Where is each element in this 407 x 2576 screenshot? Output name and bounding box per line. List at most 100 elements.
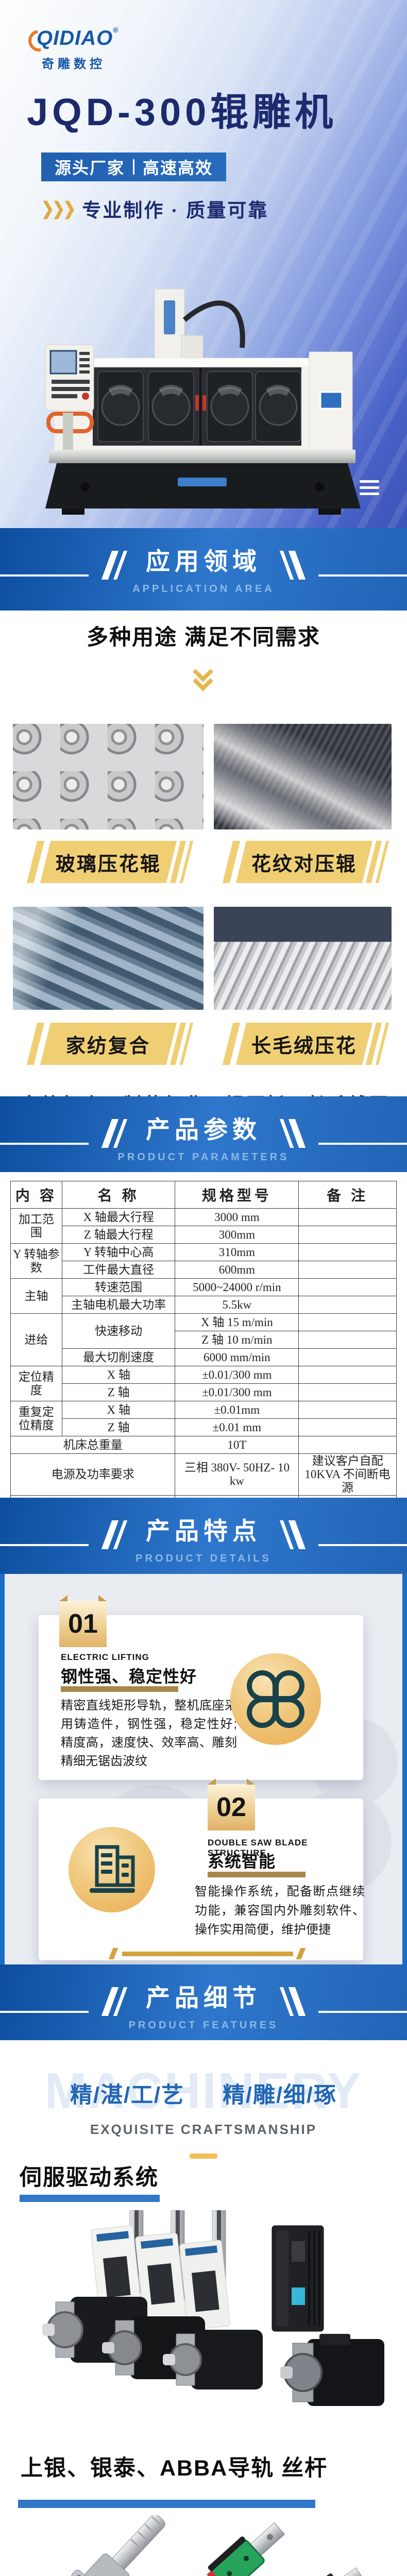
section-title: 应用领域 bbox=[146, 548, 261, 575]
table-cell bbox=[298, 1296, 397, 1314]
craft-slogan: 精/湛/工/艺 精/雕/细/琢 bbox=[0, 2077, 407, 2109]
table-cell: 600mm bbox=[175, 1261, 299, 1279]
parameters-table: 内 容名 称规格型号备 注 加工范围 X 轴最大行程 3000 mm Z 轴最大行程 3… bbox=[10, 1181, 397, 1531]
table-cell: 主轴电机最大功率 bbox=[61, 1296, 176, 1314]
gold-dash bbox=[190, 2154, 217, 2159]
table-cell bbox=[298, 1226, 397, 1244]
table-cell: X 轴最大行程 bbox=[61, 1208, 176, 1226]
table-cell bbox=[298, 1418, 397, 1436]
brand-logo: QIDIAO ® 奇雕数控 bbox=[24, 25, 118, 72]
feature-icon-badge bbox=[230, 1653, 321, 1745]
feature-tag: ELECTRIC LIFTING bbox=[61, 1652, 149, 1662]
table-cell bbox=[298, 1278, 397, 1296]
gold-divider bbox=[122, 1952, 293, 1956]
section-banner-details: 产品细节 PRODUCT FEATURES bbox=[0, 1964, 407, 2040]
table-row: Z 轴 ±0.01 mm bbox=[11, 1418, 397, 1436]
table-cell: X 轴 bbox=[61, 1366, 176, 1384]
feature-tag: DOUBLE SAW BLADE STRUCTURE bbox=[208, 1838, 308, 1858]
blue-edge-bar bbox=[0, 1574, 5, 1964]
section-title: 产品参数 bbox=[146, 1116, 261, 1143]
table-cell: 加工范围 bbox=[10, 1208, 62, 1244]
label-pattern-roller: 花纹对压辊 bbox=[222, 841, 389, 883]
table-cell: 三相 380V- 50HZ- 10 kw bbox=[175, 1453, 299, 1496]
table-cell bbox=[298, 1436, 397, 1454]
table-cell: ±0.01 mm bbox=[175, 1418, 299, 1436]
section-title: 产品特点 bbox=[146, 1517, 261, 1545]
table-cell: 工件最大直径 bbox=[61, 1261, 176, 1279]
table-cell: X 轴 15 m/min bbox=[175, 1313, 299, 1331]
feature-icon-badge bbox=[69, 1827, 155, 1912]
table-row: 进给 快速移动 X 轴 15 m/min bbox=[10, 1313, 397, 1366]
slogan: ❯❯❯ 专业制作 · 质量可靠 bbox=[41, 195, 268, 223]
craft-subtitle: EXQUISITE CRAFTSMANSHIP bbox=[90, 2122, 317, 2137]
table-row: 重复定位精度 X 轴 ±0.01mm bbox=[10, 1401, 397, 1436]
table-cell: 主轴 bbox=[10, 1278, 62, 1314]
building-icon bbox=[90, 1845, 135, 1893]
feature-card-2: 02 DOUBLE SAW bbox=[39, 1778, 365, 1960]
table-cell: 机床总重量 bbox=[10, 1436, 176, 1454]
table-header-row: 内 容名 称规格型号备 注 bbox=[10, 1181, 397, 1209]
registered-mark: ® bbox=[113, 26, 118, 34]
table-row: Y 转轴参数 Y 转轴中心高 310mm bbox=[10, 1243, 397, 1279]
section-banner-application: 应用领域 APPLICATION AREA bbox=[0, 528, 407, 611]
details-section: MACHINERY 精/湛/工/艺 精/雕/细/琢 EXQUISITE CRAF… bbox=[0, 2040, 407, 2576]
blue-underline bbox=[18, 2500, 315, 2508]
table-header-cell: 规格型号 bbox=[175, 1181, 299, 1209]
guide-rails-photo bbox=[51, 2515, 364, 2576]
table-row: Z 轴 ±0.01/300 mm bbox=[11, 1383, 397, 1401]
table-cell: Z 轴 bbox=[61, 1383, 176, 1401]
section-subtitle: PRODUCT PARAMETERS bbox=[117, 1151, 290, 1163]
logo-text: QIDIAO bbox=[37, 27, 113, 49]
table-cell: 5000~24000 r/min bbox=[175, 1278, 299, 1296]
section-banner-parameters: 产品参数 PRODUCT PARAMETERS bbox=[0, 1096, 407, 1172]
feature-number-tab: 01 bbox=[59, 1595, 107, 1647]
table-cell: ±0.01/300 mm bbox=[175, 1383, 299, 1401]
table-header-cell: 备 注 bbox=[298, 1181, 397, 1209]
banner-line bbox=[318, 574, 407, 577]
table-cell bbox=[298, 1366, 397, 1384]
section-subtitle: PRODUCT DETAILS bbox=[135, 1553, 272, 1564]
badge-right-label: 高速高效 bbox=[143, 159, 213, 177]
table-cell: 快速移动 bbox=[61, 1313, 176, 1349]
parameters-section: 内 容名 称规格型号备 注 加工范围 X 轴最大行程 3000 mm Z 轴最大行程 3… bbox=[0, 1172, 407, 1531]
table-cell: 进给 bbox=[10, 1313, 62, 1366]
gold-underline bbox=[208, 1872, 306, 1877]
application-section: 多种用途 满足不同需求 玻璃压花辊 花纹对压辊 家纺复合 长毛绒压花 家纺复合、… bbox=[0, 611, 407, 1216]
feature-title: 钢性强、稳定性好 bbox=[61, 1667, 197, 1686]
table-row: 工件最大直径 600mm bbox=[11, 1261, 397, 1279]
table-cell: 310mm bbox=[175, 1243, 299, 1261]
table-row: 加工范围 X 轴最大行程 3000 mm bbox=[10, 1208, 397, 1244]
badge-divider bbox=[133, 159, 135, 175]
factory-badge: 源头厂家 高速高效 bbox=[41, 152, 227, 181]
feature-text: 智能操作系统，配备断点继续功能，兼容国内外雕刻软件、操作实用简便，维护便捷 bbox=[195, 1885, 365, 1937]
logo-subtitle: 奇雕数控 bbox=[42, 57, 106, 71]
table-row: 机床总重量 10T bbox=[10, 1436, 397, 1454]
rails-title: 上银、银泰、ABBA导轨 丝杆 bbox=[21, 2456, 328, 2481]
table-cell: ±0.01/300 mm bbox=[175, 1366, 299, 1384]
slogan-text: 专业制作 · 质量可靠 bbox=[82, 200, 269, 221]
features-section: 01 ELECTRIC LIFTING 钢性强、稳定性好 精密直线矩形导轨，整机… bbox=[0, 1574, 407, 1964]
table-cell: 3000 mm bbox=[175, 1208, 299, 1226]
table-cell: 6000 mm/min bbox=[175, 1348, 299, 1366]
label-textile-laminating: 家纺复合 bbox=[26, 1023, 194, 1065]
table-cell: 300mm bbox=[175, 1226, 299, 1244]
table-cell: Z 轴 bbox=[61, 1418, 176, 1436]
table-cell: 转速范围 bbox=[61, 1278, 176, 1296]
menu-icon[interactable] bbox=[360, 480, 379, 499]
photo-plush-embossing bbox=[214, 907, 392, 1010]
table-cell bbox=[298, 1348, 397, 1366]
table-cell: 重复定位精度 bbox=[10, 1401, 62, 1436]
table-row: 定位精度 X 轴 ±0.01/300 mm bbox=[10, 1366, 397, 1401]
hero-section: QIDIAO ® 奇雕数控 JQD-300辊雕机 源头厂家 高速高效 ❯❯❯ 专… bbox=[0, 0, 407, 528]
table-cell: 建议客户自配 10KVA 不间断电源 bbox=[298, 1453, 397, 1496]
table-row: 电源及功率要求 三相 380V- 50HZ- 10 kw 建议客户自配 10KVA … bbox=[10, 1453, 397, 1496]
section-banner-features: 产品特点 PRODUCT DETAILS bbox=[0, 1498, 407, 1574]
blue-underline bbox=[20, 2195, 160, 2202]
photo-pattern-rollers bbox=[214, 724, 392, 829]
table-cell: 10T bbox=[175, 1436, 299, 1454]
table-header-cell: 名 称 bbox=[61, 1181, 176, 1209]
table-cell: Z 轴最大行程 bbox=[61, 1226, 176, 1244]
feature-title: 系统智能 bbox=[208, 1852, 276, 1871]
table-cell bbox=[298, 1261, 397, 1279]
